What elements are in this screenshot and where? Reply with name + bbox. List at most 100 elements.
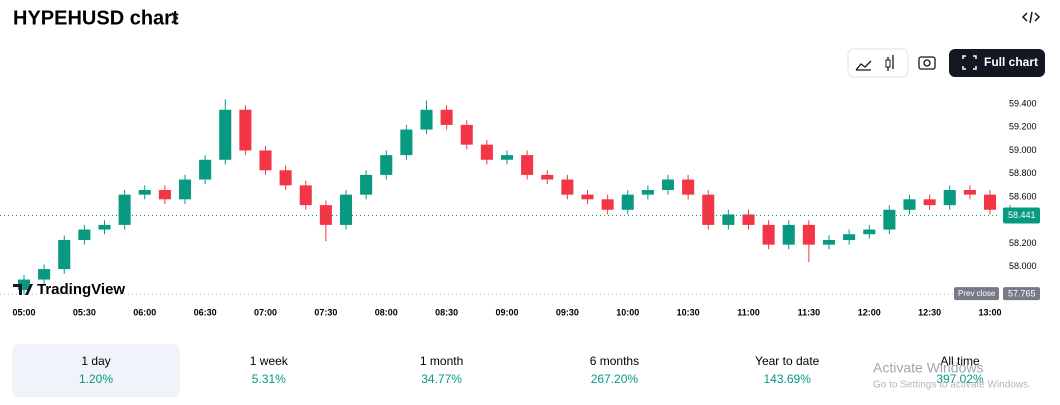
title[interactable]: HYPEHUSD chart <box>13 7 179 29</box>
candle-body <box>239 109 252 151</box>
candle-body <box>541 174 554 180</box>
period-label[interactable]: 1 week <box>250 354 289 368</box>
x-tick-label: 07:30 <box>314 307 337 317</box>
candle-body <box>702 194 715 225</box>
candle-body <box>138 190 151 195</box>
x-tick-label: 06:30 <box>194 307 217 317</box>
candle-body <box>601 199 614 210</box>
x-tick-label: 09:30 <box>556 307 579 317</box>
last-price-box <box>1003 207 1040 224</box>
candle-body <box>259 150 272 171</box>
candle-body <box>158 190 171 200</box>
candle-body <box>78 229 91 241</box>
candle-body <box>480 144 493 160</box>
period-change: 1.20% <box>79 372 113 386</box>
embed-icon[interactable] <box>1021 11 1041 24</box>
period-change: 34.77% <box>421 372 462 386</box>
candle-body <box>782 224 795 245</box>
candle-body <box>883 209 896 230</box>
candle-body <box>641 190 654 195</box>
period-change: 267.20% <box>591 372 639 386</box>
watermark-subtitle: Go to Settings to activate Windows. <box>873 380 1031 391</box>
y-tick-label: 58.800 <box>1009 168 1037 178</box>
period-label[interactable]: All time <box>940 354 980 368</box>
periods: 1 day 1.20% 1 week 5.31% 1 month 34.77% 6 mont… <box>79 354 984 386</box>
candle-body <box>561 179 574 195</box>
x-tick-label: 09:00 <box>495 307 518 317</box>
y-tick-label: 58.600 <box>1009 191 1037 201</box>
period-label[interactable]: 1 month <box>420 354 463 368</box>
x-tick-label: 06:00 <box>133 307 156 317</box>
chart-style-toggle[interactable] <box>847 48 909 78</box>
candle-body <box>440 109 453 125</box>
candle-body <box>722 214 735 225</box>
y-tick-label: 59.000 <box>1009 145 1037 155</box>
prev-close-box <box>954 287 999 301</box>
y-tick-label: 59.400 <box>1009 98 1037 108</box>
candle-body <box>360 174 373 195</box>
y-tick-label: 58.000 <box>1009 261 1037 271</box>
candle-body <box>178 179 192 200</box>
candle-icon-body <box>885 59 891 68</box>
prev-close-value-box <box>1003 287 1040 301</box>
x-tick-label: 10:30 <box>677 307 700 317</box>
candle-body <box>521 155 534 175</box>
candle-body <box>943 190 956 206</box>
candle-body <box>903 199 916 210</box>
candle-body <box>661 179 675 191</box>
period-change: 143.69% <box>764 372 812 386</box>
candle-body <box>581 194 594 200</box>
logo-mark <box>13 284 33 295</box>
period-change: 397.02% <box>936 372 984 386</box>
candle-body <box>863 229 876 235</box>
camera-icon[interactable] <box>918 56 936 70</box>
prev-close-value: 57.765 <box>1008 288 1036 298</box>
candle-body <box>380 155 393 175</box>
candle-body <box>38 269 51 280</box>
candle-body <box>621 194 634 210</box>
candle-body <box>199 159 212 180</box>
y-tick-label: 58.200 <box>1009 238 1037 248</box>
candle-body <box>802 224 815 245</box>
period-label[interactable]: Year to date <box>755 354 820 368</box>
candle-body <box>17 279 31 291</box>
camera-lens <box>923 59 931 67</box>
candle-body <box>98 224 111 230</box>
period-change: 5.31% <box>252 372 286 386</box>
x-tick-label: 12:30 <box>918 307 941 317</box>
x-tick-label: 05:00 <box>12 307 35 317</box>
x-tick-label: 08:30 <box>435 307 458 317</box>
x-tick-label: 05:30 <box>73 307 96 317</box>
period-label[interactable]: 1 day <box>81 354 110 368</box>
x-tick-label: 08:00 <box>375 307 398 317</box>
candle-body <box>58 240 71 270</box>
x-tick-label: 13:00 <box>978 307 1001 317</box>
candle-body <box>822 240 836 245</box>
x-tick-label: 10:00 <box>616 307 639 317</box>
candle-body <box>963 190 976 195</box>
candle-body <box>319 205 332 225</box>
candle-body <box>299 185 312 206</box>
x-tick-label: 11:00 <box>737 307 760 317</box>
period-label[interactable]: 6 months <box>590 354 639 368</box>
line-icon[interactable] <box>855 60 872 71</box>
y-tick-label: 59.200 <box>1009 122 1037 132</box>
fullscreen-icon <box>962 55 977 70</box>
x-tick-label: 11:30 <box>798 307 821 317</box>
candle-body <box>118 194 131 225</box>
candle-body <box>500 155 514 160</box>
full-chart-label[interactable]: Full chart <box>984 55 1038 69</box>
candle-body <box>923 199 936 206</box>
candle-body <box>742 214 755 225</box>
candle-body <box>983 194 997 210</box>
selected-period <box>12 344 180 397</box>
candle-body <box>339 194 353 225</box>
chevron <box>171 12 179 24</box>
logo: TradingView <box>37 281 125 298</box>
x-tick-label: 12:00 <box>858 307 881 317</box>
x-tick-label: 07:00 <box>254 307 277 317</box>
candle-body <box>400 129 413 156</box>
chart: 58.00058.20058.40058.60058.80059.00059.2… <box>0 98 1040 317</box>
